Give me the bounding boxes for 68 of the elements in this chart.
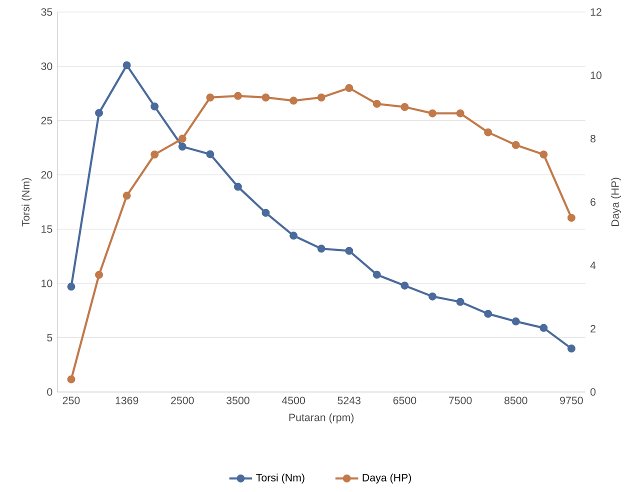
x-tick-label: 250 [62,396,80,404]
point [345,246,354,255]
point [540,324,548,332]
point [428,292,436,300]
point [290,232,298,240]
y-tick-label: 35 [41,8,52,16]
point [234,92,242,100]
point [206,150,214,158]
y-axis-title: Torsi (Nm) [22,178,32,226]
point [317,93,326,102]
point [567,344,576,353]
y2-tick-label: 12 [590,8,602,16]
x-tick-label: 1369 [116,396,138,404]
point [178,134,186,143]
point [262,93,270,102]
y-tick-label: 20 [41,171,52,179]
point [67,375,76,384]
point [206,93,214,102]
point [262,208,270,217]
point [67,282,76,291]
point [512,140,520,149]
x-tick-label: 5243 [338,396,361,404]
point [95,270,104,279]
point [290,96,298,105]
point [484,310,492,318]
x-tick-label: 4500 [282,396,305,404]
point [456,109,464,118]
y2-tick-label: 10 [590,72,602,80]
point [234,182,242,191]
y-tick-label: 25 [41,116,52,124]
point [372,270,381,279]
point [484,128,492,136]
x-axis-title: Putaran (rpm) [289,413,354,424]
y-tick-label: 10 [42,280,52,288]
y-tick-label: 15 [42,225,52,233]
x-tick-label: 3500 [226,396,250,404]
y2-axis-title: Daya (HP) [611,178,622,226]
point [567,214,576,222]
x-tick-label: 2500 [171,396,194,404]
y-tick-label: 5 [47,334,52,342]
point [122,61,131,70]
point [345,84,354,92]
x-tick-label: 6500 [393,396,416,404]
legend-label: Torsi (Nm) [256,474,304,484]
y2-tick-label: 4 [590,262,596,269]
point [400,282,409,290]
point [150,150,159,158]
x-tick-label: 8500 [504,396,528,404]
point [150,102,159,110]
point [428,109,436,118]
point [317,244,326,253]
point [456,298,464,306]
point [178,142,186,151]
y2-tick-label: 6 [590,198,596,206]
y2-tick-label: 8 [590,134,596,142]
y2-tick-label: 0 [590,388,596,396]
point [122,192,131,200]
y-tick-label: 0 [47,388,52,396]
y2-tick-label: 2 [590,324,596,332]
x-tick-label: 7500 [448,396,472,404]
point [540,150,548,158]
legend-label: Daya (HP) [362,474,412,484]
point [400,102,409,111]
point [372,100,381,108]
point [512,317,520,326]
x-tick-label: 9750 [560,396,583,404]
point [95,108,104,117]
y-tick-label: 30 [41,62,52,70]
